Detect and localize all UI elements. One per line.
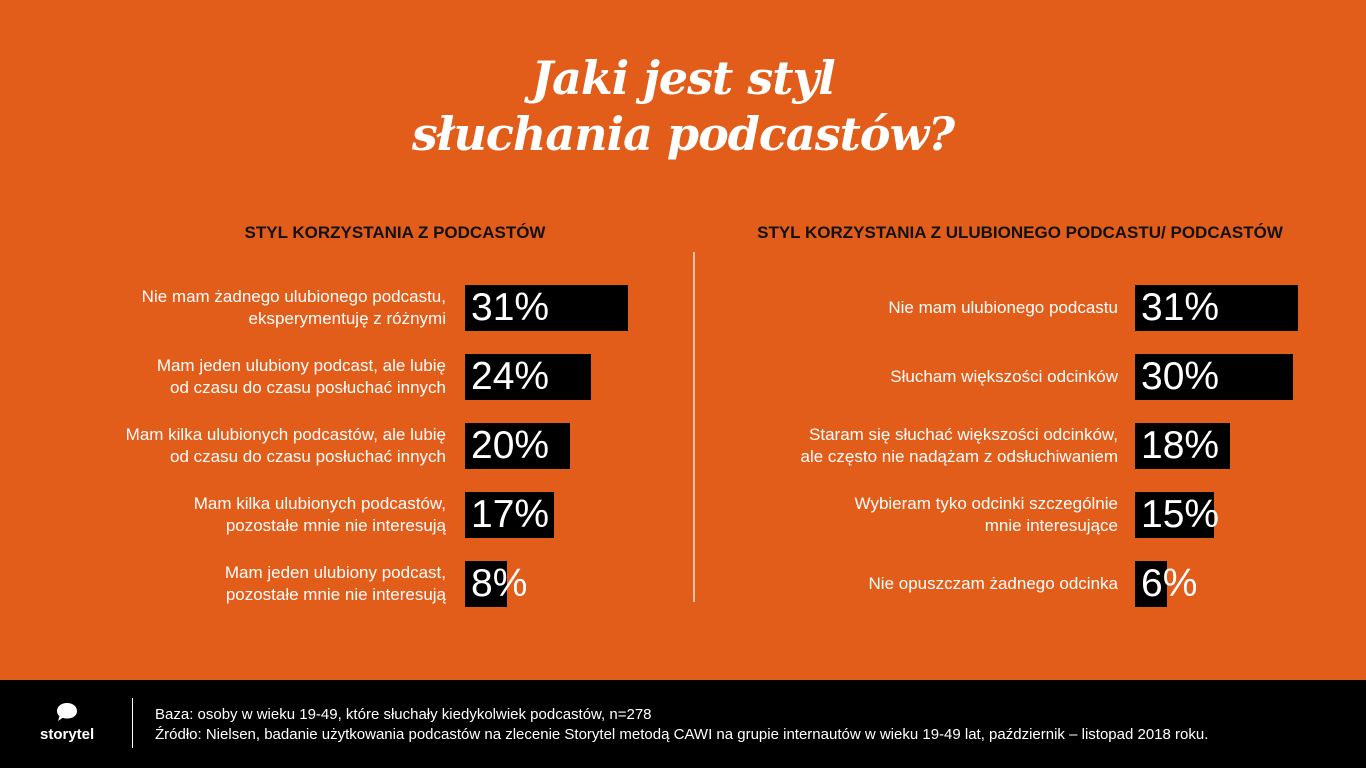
page-title: Jaki jest styl słuchania podcastów?: [0, 50, 1366, 162]
right-chart-category-label-line: Słucham większości odcinków: [890, 367, 1118, 386]
speech-bubble-icon: [57, 703, 77, 721]
left-chart-category-label: Mam jeden ulubiony podcast, ale lubię od …: [157, 355, 446, 399]
left-chart-title: STYL KORZYSTANIA Z PODCASTÓW: [244, 223, 546, 242]
right-chart-value-label: 18%: [1141, 424, 1220, 467]
panel-divider: [693, 252, 695, 602]
right-chart-category-label: Słucham większości odcinków: [890, 366, 1118, 388]
right-chart-value-label: 15%: [1141, 493, 1220, 536]
left-chart-category-label-line: od czasu do czasu posłuchać innych: [170, 378, 446, 397]
left-chart-value-label: 17%: [471, 493, 550, 536]
right-chart-value-label: 30%: [1141, 355, 1220, 398]
left-chart-value-label: 24%: [471, 355, 550, 398]
right-chart-category-label: Nie opuszczam żadnego odcinka: [869, 573, 1118, 595]
right-chart-bar: [1135, 354, 1293, 400]
right-chart-category-label: Staram się słuchać większości odcinków, a…: [800, 424, 1118, 468]
footer-source-note: Źródło: Nielsen, badanie użytkowania pod…: [155, 726, 1209, 743]
right-chart-value-label: 31%: [1141, 286, 1220, 329]
right-chart-bar: [1135, 561, 1167, 607]
right-chart-category-label-line: Staram się słuchać większości odcinków,: [809, 425, 1118, 444]
right-chart-category-label: Nie mam ulubionego podcastu: [888, 297, 1118, 319]
left-bar-chart: Nie mam żadnego ulubionego podcastu, eksp…: [126, 285, 628, 607]
left-chart-bar: [465, 561, 507, 607]
footer-separator: [132, 698, 133, 748]
right-chart-bar: [1135, 285, 1298, 331]
right-chart-category-label-line: Wybieram tyko odcinki szczególnie: [854, 494, 1118, 513]
left-chart-category-label-line: Mam kilka ulubionych podcastów, ale lubi…: [125, 425, 446, 444]
left-chart-category-label-line: od czasu do czasu posłuchać innych: [170, 447, 446, 466]
right-chart-title: STYL KORZYSTANIA Z ULUBIONEGO PODCASTU/ …: [757, 223, 1283, 242]
page-title-line-2: słuchania podcastów?: [411, 107, 955, 161]
right-bar-chart: Nie mam ulubionego podcastu 31% Słucham wi…: [800, 285, 1298, 607]
left-chart-category-label-line: pozostałe mnie nie interesują: [225, 516, 446, 535]
right-chart-category-label: Wybieram tyko odcinki szczególnie mnie in…: [855, 493, 1118, 537]
left-chart-category-label-line: Mam jeden ulubiony podcast,: [224, 563, 446, 582]
left-chart-bar: [465, 285, 628, 331]
left-chart-category-label-line: Mam jeden ulubiony podcast, ale lubię: [156, 356, 446, 375]
storytel-logo-text: storytel: [40, 726, 95, 743]
left-chart-value-label: 20%: [471, 424, 550, 467]
left-chart-category-label: Mam kilka ulubionych podcastów, ale lubi…: [126, 424, 446, 468]
left-chart-bar: [465, 423, 570, 469]
left-chart-category-label: Mam kilka ulubionych podcastów, pozostałe…: [194, 493, 446, 537]
left-chart-category-label-line: pozostałe mnie nie interesują: [225, 585, 446, 604]
left-chart-bar: [465, 492, 554, 538]
left-chart-value-label: 31%: [471, 286, 550, 329]
left-chart-category-label-line: eksperymentuję z różnymi: [248, 309, 446, 328]
right-chart-bar: [1135, 492, 1214, 538]
right-chart-category-label-line: ale często nie nadążam z odsłuchiwaniem: [800, 447, 1118, 466]
right-chart-category-label-line: mnie interesujące: [984, 516, 1118, 535]
page-title-line-1: Jaki jest styl: [531, 51, 835, 105]
left-chart-value-label: 8%: [471, 562, 528, 605]
left-chart-category-label-line: Mam kilka ulubionych podcastów,: [193, 494, 446, 513]
footer: [0, 680, 1366, 768]
left-chart-bar: [465, 354, 591, 400]
left-chart-category-label: Mam jeden ulubiony podcast, pozostałe mni…: [225, 562, 446, 606]
right-chart-value-label: 6%: [1141, 562, 1198, 605]
left-chart-category-label-line: Nie mam żadnego ulubionego podcastu,: [141, 287, 446, 306]
right-chart-category-label-line: Nie opuszczam żadnego odcinka: [868, 574, 1118, 593]
left-chart-category-label: Nie mam żadnego ulubionego podcastu, eksp…: [142, 286, 446, 330]
footer-base-note: Baza: osoby w wieku 19-49, które słuchał…: [155, 706, 652, 723]
right-chart-bar: [1135, 423, 1230, 469]
right-chart-category-label-line: Nie mam ulubionego podcastu: [888, 298, 1118, 317]
